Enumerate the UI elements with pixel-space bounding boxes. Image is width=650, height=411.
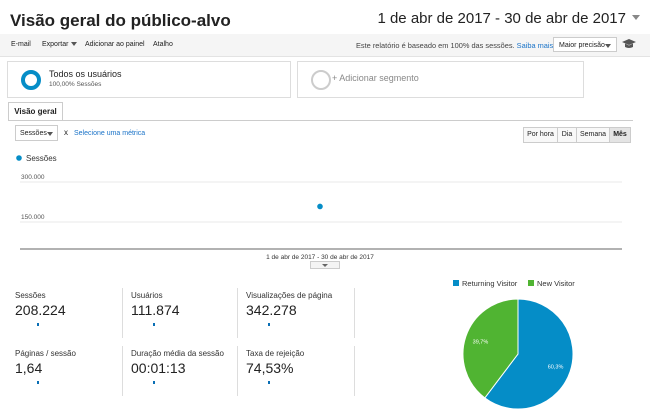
add-segment-label: + Adicionar segmento: [332, 73, 419, 83]
stat-value: 74,53%: [246, 360, 294, 376]
legend-marker: [528, 280, 534, 286]
granularity-day-button[interactable]: Dia: [557, 127, 577, 143]
granularity-week-button[interactable]: Semana: [576, 127, 610, 143]
stat-value: 208.224: [15, 302, 66, 318]
empty-segment-ring-icon: [311, 70, 331, 90]
x-tick-label: 1 de abr de 2017 - 30 de abr de 2017: [266, 254, 374, 261]
granularity-month-button[interactable]: Mês: [609, 127, 631, 143]
metric-select[interactable]: Sessões: [15, 125, 58, 141]
learn-more-link[interactable]: Saiba mais: [516, 41, 554, 50]
stat-label: Taxa de rejeição: [246, 349, 305, 358]
precision-select[interactable]: Maior precisão: [553, 37, 617, 52]
chevron-down-icon: [605, 44, 611, 48]
stat-value: 1,64: [15, 360, 43, 376]
chevron-down-icon: [322, 264, 328, 267]
sessions-chart: Sessões 300.000 150.000 1 de abr de 2017 - …: [16, 154, 622, 261]
y-tick-label: 150.000: [21, 214, 45, 221]
stat-card[interactable]: Visualizações de página 342.278: [246, 291, 350, 326]
shortcut-button[interactable]: Atalho: [153, 41, 173, 48]
stat-card[interactable]: Páginas / sessão 1,64: [15, 349, 119, 384]
granularity-hourly-button[interactable]: Por hora: [523, 127, 558, 143]
legend-sessions-marker: [16, 155, 22, 161]
sparkline: [268, 381, 270, 384]
sparkline: [153, 381, 155, 384]
sparkline: [37, 381, 39, 384]
legend-marker: [453, 280, 459, 286]
add-segment-button[interactable]: + Adicionar segmento: [297, 61, 584, 98]
page-title: Visão geral do público-alvo: [10, 11, 231, 30]
y-tick-label: 300.000: [21, 174, 45, 181]
export-label: Exportar: [42, 41, 69, 48]
remove-metric-icon[interactable]: x: [64, 128, 68, 137]
stat-divider: [354, 288, 355, 338]
pie-slice[interactable]: [462, 298, 519, 399]
stat-divider: [237, 288, 238, 338]
pie-slice-label: 39,7%: [473, 339, 489, 345]
legend-label: New Visitor: [537, 279, 575, 288]
stat-label: Páginas / sessão: [15, 349, 76, 358]
chevron-down-icon: [47, 132, 53, 136]
stat-value: 00:01:13: [131, 360, 186, 376]
pie-slice-label: 60,3%: [548, 365, 564, 371]
add-to-dashboard-button[interactable]: Adicionar ao painel: [85, 41, 145, 48]
data-point[interactable]: [317, 203, 323, 210]
stat-card[interactable]: Taxa de rejeição 74,53%: [246, 349, 350, 384]
sparkline: [37, 323, 39, 326]
stat-divider: [237, 346, 238, 396]
sampling-note-text: Este relatório é baseado em 100% das ses…: [356, 41, 515, 50]
segment-name: Todos os usuários: [49, 69, 122, 79]
chart-collapse-handle[interactable]: [310, 261, 340, 269]
report-toolbar: E-mail Exportar Adicionar ao painel Atal…: [0, 34, 650, 57]
chevron-down-icon: [71, 42, 78, 47]
stat-divider: [122, 288, 123, 338]
precision-value: Maior precisão: [559, 42, 605, 49]
export-button[interactable]: Exportar: [42, 41, 78, 48]
stat-label: Visualizações de página: [246, 291, 333, 300]
tab-divider: [8, 120, 633, 121]
legend-label: Returning Visitor: [462, 279, 518, 288]
stat-card[interactable]: Usuários 111.874: [131, 291, 235, 326]
stat-card[interactable]: Sessões 208.224: [15, 291, 119, 326]
sparkline: [153, 323, 155, 326]
visitor-type-pie-chart: Returning Visitor New Visitor 60,3% 39,7%: [453, 279, 575, 410]
stat-label: Sessões: [15, 291, 46, 300]
stat-divider: [122, 346, 123, 396]
email-button[interactable]: E-mail: [11, 41, 31, 48]
sparkline: [268, 323, 270, 326]
pie-slice[interactable]: [484, 298, 574, 410]
segment-detail: 100,00% Sessões: [49, 81, 102, 88]
stat-value: 111.874: [131, 302, 180, 318]
chevron-down-icon[interactable]: [632, 15, 640, 20]
stat-value: 342.278: [246, 302, 297, 318]
date-range-picker[interactable]: 1 de abr de 2017 - 30 de abr de 2017: [377, 10, 626, 27]
graduation-cap-icon[interactable]: [622, 38, 636, 50]
segment-all-users[interactable]: Todos os usuários 100,00% Sessões: [7, 61, 291, 98]
legend-sessions-label: Sessões: [26, 154, 57, 163]
tab-overview[interactable]: Visão geral: [8, 102, 63, 121]
stat-divider: [354, 346, 355, 396]
segment-ring-icon: [21, 70, 41, 90]
metric-value: Sessões: [20, 130, 47, 137]
select-metric-link[interactable]: Selecione uma métrica: [74, 130, 146, 137]
granularity-buttons: Por hora Dia Semana Mês: [523, 127, 631, 143]
stat-label: Usuários: [131, 291, 163, 300]
sampling-note: Este relatório é baseado em 100% das ses…: [356, 41, 553, 50]
stat-card[interactable]: Duração média da sessão 00:01:13: [131, 349, 235, 384]
stat-label: Duração média da sessão: [131, 349, 224, 358]
